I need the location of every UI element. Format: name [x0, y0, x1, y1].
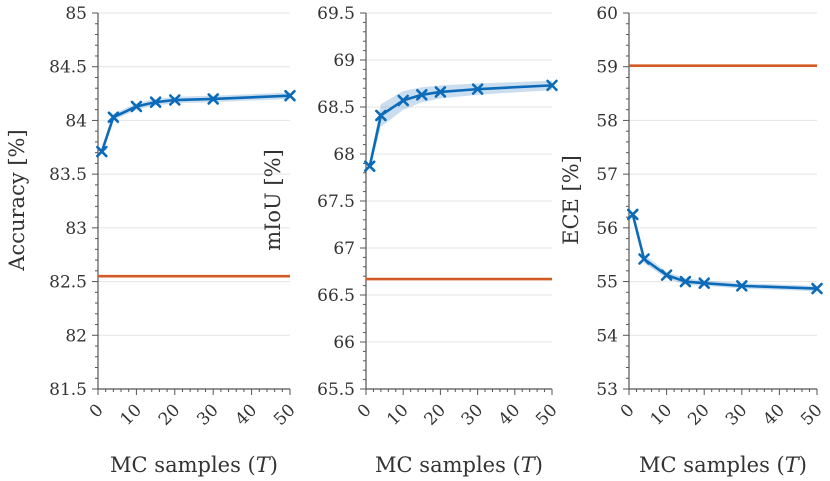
miou-x-tick-label: 0: [354, 400, 376, 422]
ece-data-point: [811, 282, 823, 295]
accuracy-y-tick-label: 81.5: [49, 380, 87, 400]
accuracy-y-tick-label: 84.5: [49, 58, 87, 78]
accuracy-y-tick-label: 82: [65, 326, 87, 346]
miou-data-point: [471, 83, 484, 95]
ece-x-axis-label: MC samples (T): [639, 453, 807, 477]
accuracy-data-point: [96, 145, 108, 158]
ece-x-tick-label: 0: [617, 400, 639, 422]
accuracy-y-tick-label: 84: [65, 111, 87, 131]
ece-y-tick-label: 58: [596, 111, 618, 131]
ece-x-tick-label: 20: [684, 400, 713, 429]
miou-y-tick-label: 67: [333, 239, 355, 259]
ece-y-tick-label: 57: [596, 165, 618, 185]
ece-x-tick-label: 40: [759, 400, 788, 429]
miou-x-axis-label: MC samples (T): [375, 453, 543, 477]
miou-data-point: [397, 94, 410, 107]
miou-y-tick-label: 69: [333, 51, 355, 71]
miou-y-tick-label: 65.5: [317, 380, 355, 400]
accuracy-x-tick-label: 50: [270, 400, 299, 429]
miou-y-tick-label: 68: [333, 145, 355, 165]
accuracy-data-point: [169, 94, 181, 106]
accuracy-data-point: [284, 89, 296, 102]
miou-x-tick-label: 50: [532, 400, 561, 429]
ece-data-point: [638, 253, 650, 265]
accuracy-x-tick-label: 40: [232, 400, 261, 429]
miou-data-point: [415, 88, 428, 101]
ece-series-mc-dropout: [626, 208, 823, 295]
accuracy-data-point: [107, 111, 120, 124]
ece-y-tick-label: 54: [596, 326, 618, 346]
accuracy-x-tick-label: 20: [155, 400, 184, 429]
ece-data-point: [660, 269, 673, 281]
miou-y-tick-label: 66.5: [317, 286, 355, 306]
ece-series-line: [631, 214, 818, 290]
accuracy-x-axis-label: MC samples (T): [110, 453, 278, 477]
ece-y-tick-label: 55: [596, 273, 618, 293]
ece-y-tick-label: 56: [596, 219, 618, 239]
ece-x-tick-label: 10: [647, 400, 676, 429]
accuracy-y-tick-label: 83: [65, 219, 87, 239]
miou-y-tick-label: 67.5: [317, 192, 355, 212]
accuracy-y-axis-label: Accuracy [%]: [5, 129, 29, 271]
chart-accuracy: 81.5 82 82.5 83 83.5 84 84.5 85 0 10 20 30 40 50 MC sa…: [5, 4, 300, 477]
ece-series-band: [632, 211, 817, 292]
miou-series-mc-dropout: [363, 79, 558, 173]
miou-x-tick-label: 30: [458, 400, 487, 429]
chart-miou: 65.5 66 66.5 67 67.5 68 68.5 69 69.5 0 10 20 30 40 50 M…: [261, 4, 562, 477]
ece-y-tick-label: 59: [596, 58, 618, 78]
miou-data-point: [434, 86, 447, 98]
ece-y-tick-label: 53: [596, 380, 618, 400]
accuracy-x-tick-label: 0: [86, 400, 108, 422]
miou-x-tick-label: 20: [420, 400, 449, 429]
miou-data-point: [546, 79, 558, 92]
ece-data-point: [626, 208, 639, 221]
miou-y-tick-label: 66: [333, 333, 355, 353]
ece-data-point: [735, 280, 748, 292]
miou-x-tick-label: 40: [495, 400, 524, 429]
accuracy-series-line: [100, 94, 291, 152]
ece-y-tick-label: 60: [596, 4, 618, 24]
miou-data-point: [375, 109, 387, 122]
accuracy-x-tick-label: 10: [116, 400, 145, 429]
miou-y-axis-label: mIoU [%]: [261, 149, 285, 251]
ece-data-point: [698, 277, 711, 289]
accuracy-y-tick-label: 82.5: [49, 273, 87, 293]
accuracy-data-point: [130, 100, 143, 113]
chart-ece: 53 54 55 56 57 58 59 60 0 10 20 30 40 50 MC samples (T…: [559, 4, 827, 477]
miou-series-band: [369, 80, 552, 170]
accuracy-data-point: [149, 96, 162, 108]
accuracy-y-tick-label: 85: [65, 4, 87, 24]
accuracy-y-tick-label: 83.5: [49, 165, 87, 185]
miou-data-point: [363, 160, 376, 173]
accuracy-x-tick-label: 30: [193, 400, 222, 429]
miou-x-tick-label: 10: [383, 400, 412, 429]
accuracy-data-point: [207, 93, 219, 105]
ece-data-point: [679, 275, 692, 288]
miou-y-tick-label: 68.5: [317, 98, 355, 118]
accuracy-series-band: [101, 92, 290, 154]
ece-y-axis-label: ECE [%]: [559, 155, 583, 245]
accuracy-series-mc-dropout: [96, 89, 296, 158]
ece-x-tick-label: 50: [797, 400, 826, 429]
ece-x-tick-label: 30: [722, 400, 751, 429]
miou-y-tick-label: 69.5: [317, 4, 355, 24]
